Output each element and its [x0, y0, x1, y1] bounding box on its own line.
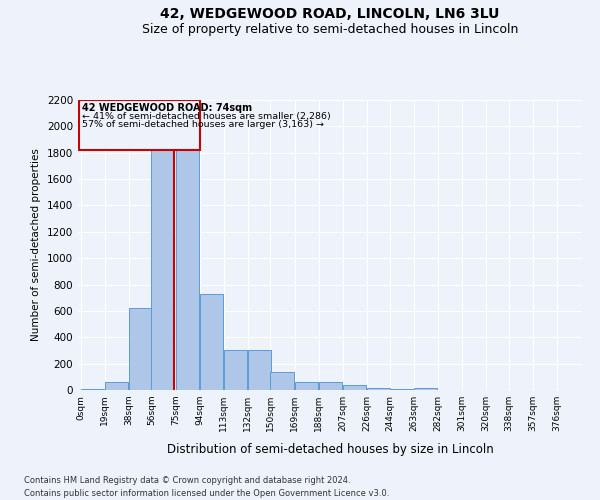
- Text: Contains HM Land Registry data © Crown copyright and database right 2024.: Contains HM Land Registry data © Crown c…: [24, 476, 350, 485]
- Text: ← 41% of semi-detached houses are smaller (2,286): ← 41% of semi-detached houses are smalle…: [82, 112, 331, 121]
- Bar: [367, 388, 390, 390]
- Bar: [224, 350, 247, 390]
- Text: 57% of semi-detached houses are larger (3,163) →: 57% of semi-detached houses are larger (…: [82, 120, 324, 130]
- Bar: [128, 308, 152, 390]
- Bar: [104, 382, 128, 390]
- Bar: [80, 388, 104, 390]
- Bar: [200, 294, 223, 390]
- Bar: [271, 372, 293, 390]
- Y-axis label: Number of semi-detached properties: Number of semi-detached properties: [31, 148, 41, 342]
- Text: Contains public sector information licensed under the Open Government Licence v3: Contains public sector information licen…: [24, 489, 389, 498]
- Text: Distribution of semi-detached houses by size in Lincoln: Distribution of semi-detached houses by …: [167, 442, 493, 456]
- Bar: [413, 388, 437, 390]
- Bar: [176, 150, 199, 390]
- Text: 42, WEDGEWOOD ROAD, LINCOLN, LN6 3LU: 42, WEDGEWOOD ROAD, LINCOLN, LN6 3LU: [160, 8, 500, 22]
- Bar: [319, 382, 341, 390]
- Text: Size of property relative to semi-detached houses in Lincoln: Size of property relative to semi-detach…: [142, 22, 518, 36]
- Bar: [343, 384, 366, 390]
- Bar: [248, 350, 271, 390]
- Bar: [151, 150, 175, 390]
- Bar: [295, 382, 317, 390]
- Text: 42 WEDGEWOOD ROAD: 74sqm: 42 WEDGEWOOD ROAD: 74sqm: [82, 104, 252, 114]
- Bar: [79, 100, 200, 150]
